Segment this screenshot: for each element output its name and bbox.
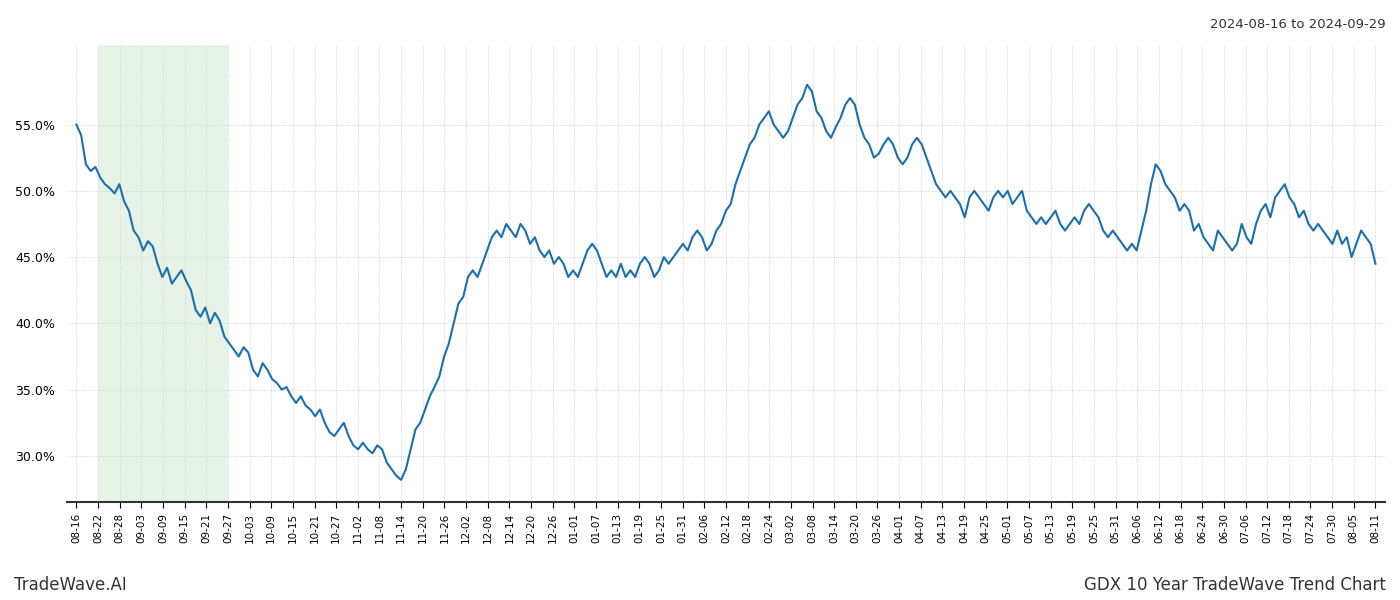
Bar [98,45,228,502]
Text: GDX 10 Year TradeWave Trend Chart: GDX 10 Year TradeWave Trend Chart [1084,576,1386,594]
Text: TradeWave.AI: TradeWave.AI [14,576,127,594]
Text: 2024-08-16 to 2024-09-29: 2024-08-16 to 2024-09-29 [1211,18,1386,31]
